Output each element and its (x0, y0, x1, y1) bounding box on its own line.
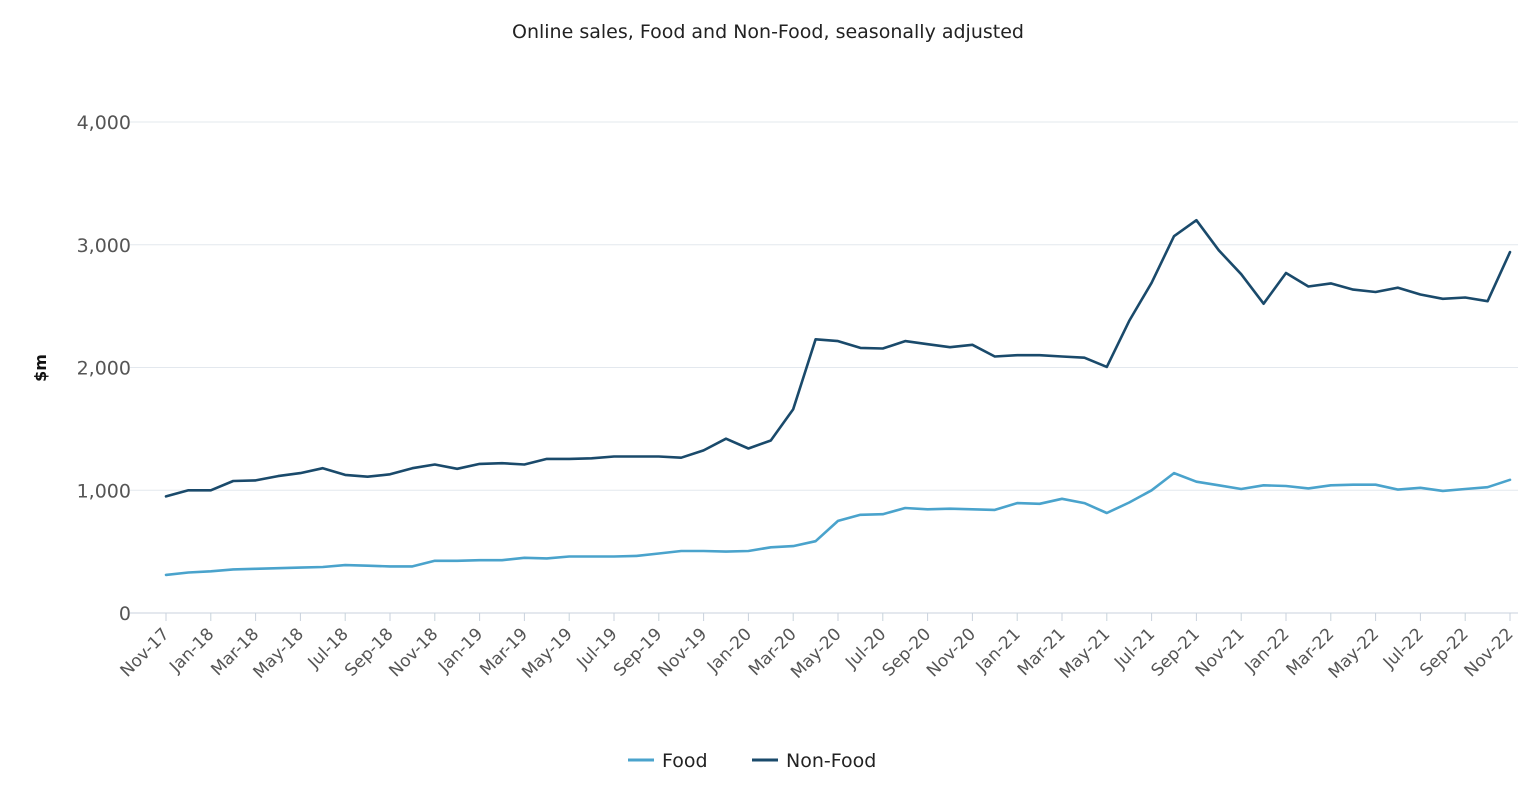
series-lines (164, 218, 1512, 577)
x-tick-label: Nov-22 (1461, 624, 1518, 681)
legend-item: Non-Food (752, 750, 876, 772)
x-tick-label: Nov-21 (1192, 624, 1249, 681)
y-tick-label: 3,000 (77, 235, 131, 257)
x-tick-label: Sep-21 (1147, 624, 1203, 680)
legend: Food Non-Food (628, 750, 876, 772)
x-tick-label: Sep-18 (341, 624, 397, 680)
x-tick-label: May-19 (518, 624, 576, 682)
x-tick-label: Nov-20 (923, 624, 980, 681)
series-line-food (164, 471, 1512, 577)
x-tick-label: Sep-20 (879, 624, 935, 680)
y-axis-label: $m (31, 354, 50, 382)
x-tick-label: May-22 (1325, 624, 1383, 682)
x-tick-label: Nov-19 (654, 624, 711, 681)
x-tick-label: Nov-18 (385, 624, 442, 681)
x-tick-label: May-18 (250, 624, 308, 682)
chart-title: Online sales, Food and Non-Food, seasona… (512, 21, 1024, 43)
y-tick-label: 2,000 (77, 358, 131, 380)
x-tick-label: May-21 (1056, 624, 1114, 682)
x-tick-label: Sep-19 (610, 624, 666, 680)
legend-label: Non-Food (786, 750, 876, 772)
y-axis-ticks: 0 1,000 2,000 3,000 4,000 (77, 112, 131, 625)
series-line-non-food (164, 218, 1512, 498)
y-tick-label: 4,000 (77, 112, 131, 134)
x-tick-label: Nov-17 (117, 624, 174, 681)
legend-item: Food (628, 750, 708, 772)
y-tick-label: 1,000 (77, 480, 131, 502)
x-tick-label: May-20 (787, 624, 845, 682)
legend-label: Food (662, 750, 708, 772)
y-tick-label: 0 (119, 603, 131, 625)
x-tick-label: Sep-22 (1416, 624, 1472, 680)
x-axis-ticks: Nov-17Jan-18Mar-18May-18Jul-18Sep-18Nov-… (117, 613, 1518, 683)
gridlines (130, 121, 1518, 491)
